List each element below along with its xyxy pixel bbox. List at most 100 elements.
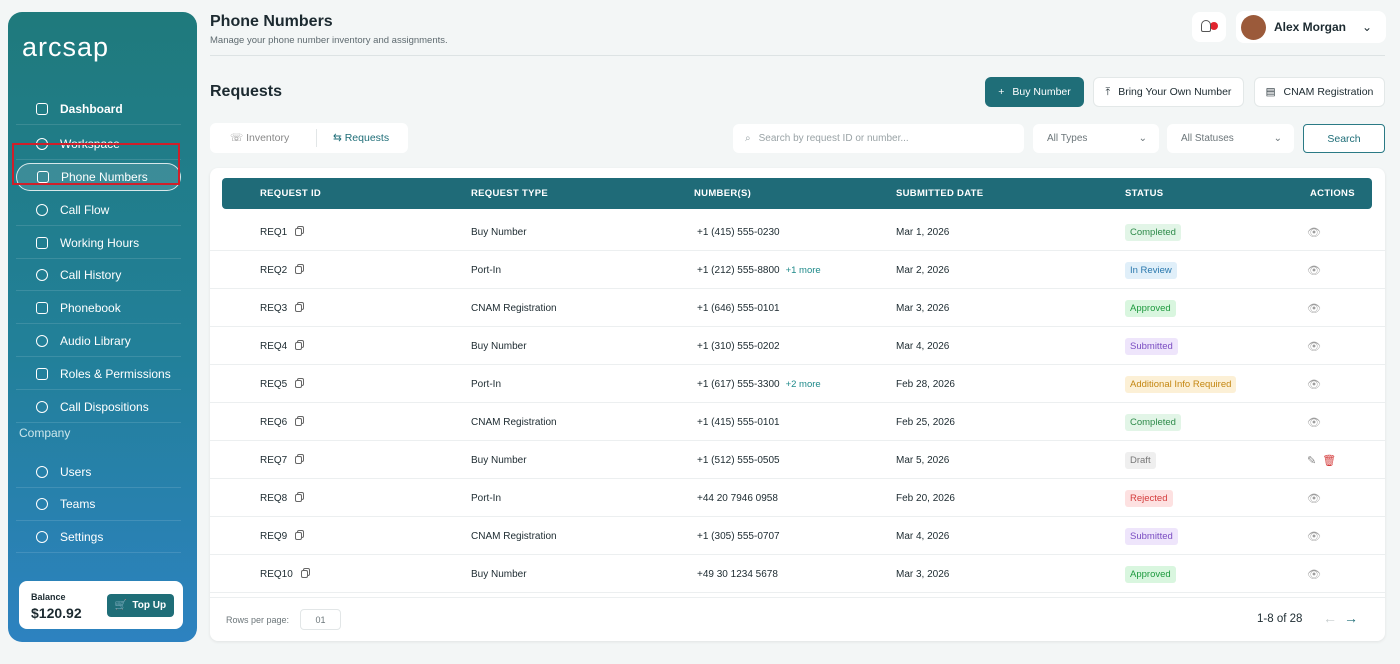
request-type: Port-In (471, 492, 502, 504)
more-link[interactable]: +1 more (785, 264, 821, 276)
nav-label: Users (60, 464, 92, 479)
date: Feb 25, 2026 (896, 416, 955, 428)
nav-item[interactable]: Working Hours (16, 227, 181, 259)
nav-item[interactable]: Dashboard (16, 93, 181, 125)
next-page[interactable]: → (1344, 610, 1358, 626)
cell-id: REQ7 (260, 441, 303, 479)
request-type: Buy Number (471, 454, 527, 466)
view-icon[interactable]: 👁 (1307, 378, 1321, 391)
nav-item[interactable]: Phonebook (16, 292, 181, 324)
date: Mar 1, 2026 (896, 226, 950, 238)
view-icon[interactable]: 👁 (1307, 492, 1321, 505)
tab-label: Requests (344, 132, 390, 144)
copy-icon[interactable] (295, 494, 303, 502)
view-icon[interactable]: 👁 (1307, 568, 1321, 581)
copy-icon[interactable] (295, 456, 303, 464)
copy-icon[interactable] (295, 342, 303, 350)
cell-actions: ✎ 🗑 (1307, 441, 1342, 479)
avatar (1241, 14, 1266, 40)
nav-item[interactable]: Call Flow (16, 194, 181, 226)
copy-icon[interactable] (295, 532, 303, 540)
top-up-button[interactable]: 🛒 Top Up (107, 594, 174, 617)
view-icon[interactable]: 👁 (1307, 302, 1321, 315)
cell-date: Mar 4, 2026 (896, 327, 949, 365)
nav-item[interactable]: Users (16, 456, 181, 488)
view-icon[interactable]: 👁 (1307, 416, 1321, 429)
nav-item[interactable]: Teams (16, 489, 181, 521)
button-label: Bring Your Own Number (1118, 86, 1232, 98)
tab-requests[interactable]: ⇆ Requests (333, 132, 390, 144)
cell-id: REQ4 (260, 327, 303, 365)
cell-status: Rejected (1125, 479, 1173, 517)
status-filter[interactable]: All Statuses ⌄ (1167, 124, 1294, 153)
more-link[interactable]: +2 more (785, 378, 821, 390)
buy-number-button[interactable]: + Buy Number (985, 77, 1084, 107)
cell-date: Feb 20, 2026 (896, 479, 955, 517)
cell-number: +1 (415) 555-0230 (697, 213, 780, 251)
notifications[interactable] (1192, 12, 1226, 42)
nav-item[interactable]: Settings (16, 521, 181, 553)
nav-label: Settings (60, 529, 104, 544)
cell-number: +1 (212) 555-8800 +1 more (697, 251, 821, 289)
cnam-button[interactable]: ▤ CNAM Registration (1254, 77, 1385, 107)
view-icon[interactable]: 👁 (1307, 226, 1321, 239)
copy-icon[interactable] (295, 418, 303, 426)
table-row: REQ5 Port-In +1 (617) 555-3300 +2 more Feb 2… (210, 365, 1385, 403)
table-row: REQ10 Buy Number +49 30 1234 5678 Mar 3, 20… (210, 555, 1385, 593)
cell-actions: 👁 (1307, 289, 1327, 327)
number: +1 (305) 555-0707 (697, 530, 780, 542)
nav-item[interactable]: Call Dispositions (16, 391, 181, 423)
copy-icon[interactable] (295, 266, 303, 274)
delete-icon[interactable]: 🗑 (1322, 454, 1337, 467)
rows-select[interactable]: 01 (300, 609, 341, 630)
search-button[interactable]: Search (1303, 124, 1385, 153)
cell-status: Completed (1125, 213, 1181, 251)
status-badge: Rejected (1125, 489, 1173, 507)
cell-id: REQ3 (260, 289, 303, 327)
status-badge: In Review (1125, 261, 1177, 279)
cell-number: +1 (305) 555-0707 (697, 517, 780, 555)
nav-icon (36, 530, 48, 543)
nav-item[interactable]: Call History (16, 259, 181, 291)
copy-icon[interactable] (295, 228, 303, 236)
nav-item[interactable]: Phone Numbers (16, 163, 181, 191)
tab-inventory[interactable]: ☏ Inventory (230, 132, 290, 144)
section-title: Requests (210, 83, 283, 100)
byon-button[interactable]: ⤒ Bring Your Own Number (1093, 77, 1244, 107)
type-filter[interactable]: All Types ⌄ (1033, 124, 1159, 153)
page-subtitle: Manage your phone number inventory and a… (210, 35, 448, 46)
nav-icon (36, 236, 48, 249)
logo[interactable]: arcsap (22, 32, 110, 62)
copy-icon[interactable] (295, 380, 303, 388)
cell-status: Draft (1125, 441, 1156, 479)
table-row: REQ7 Buy Number +1 (512) 555-0505 Mar 5, 20… (210, 441, 1385, 479)
copy-icon[interactable] (295, 304, 303, 312)
filter-label: All Types (1047, 133, 1088, 144)
view-icon[interactable]: 👁 (1307, 264, 1321, 277)
search-input[interactable]: ⌕ Search by request ID or number... (733, 124, 1024, 153)
cell-number: +44 20 7946 0958 (697, 479, 778, 517)
table-row: REQ1 Buy Number +1 (415) 555-0230 Mar 1, 20… (210, 213, 1385, 251)
nav-icon (36, 400, 48, 413)
copy-icon[interactable] (300, 570, 308, 578)
column-header: NUMBER(S) (694, 188, 752, 199)
cell-actions: 👁 (1307, 403, 1327, 441)
view-icon[interactable]: 👁 (1307, 530, 1321, 543)
view-icon[interactable]: 👁 (1307, 340, 1321, 353)
sidebar: arcsap Dashboard Workspace Phone Numbers Ca… (8, 12, 197, 642)
balance-card: Balance $120.92 🛒 Top Up (19, 581, 183, 629)
cell-actions: 👁 (1307, 327, 1327, 365)
nav-item[interactable]: Roles & Permissions (16, 358, 181, 390)
nav-label: Working Hours (60, 235, 140, 250)
prev-page[interactable]: ← (1323, 610, 1337, 626)
cell-actions: 👁 (1307, 251, 1327, 289)
cell-id: REQ10 (260, 555, 308, 593)
user-menu[interactable]: Alex Morgan ⌄ (1236, 11, 1386, 43)
column-header: SUBMITTED DATE (896, 188, 984, 199)
cell-actions: 👁 (1307, 517, 1327, 555)
request-id: REQ1 (260, 226, 288, 238)
nav-label: Call History (60, 267, 122, 282)
nav-item[interactable]: Audio Library (16, 325, 181, 357)
nav-label: Teams (60, 497, 96, 511)
edit-icon[interactable]: ✎ (1307, 454, 1317, 467)
